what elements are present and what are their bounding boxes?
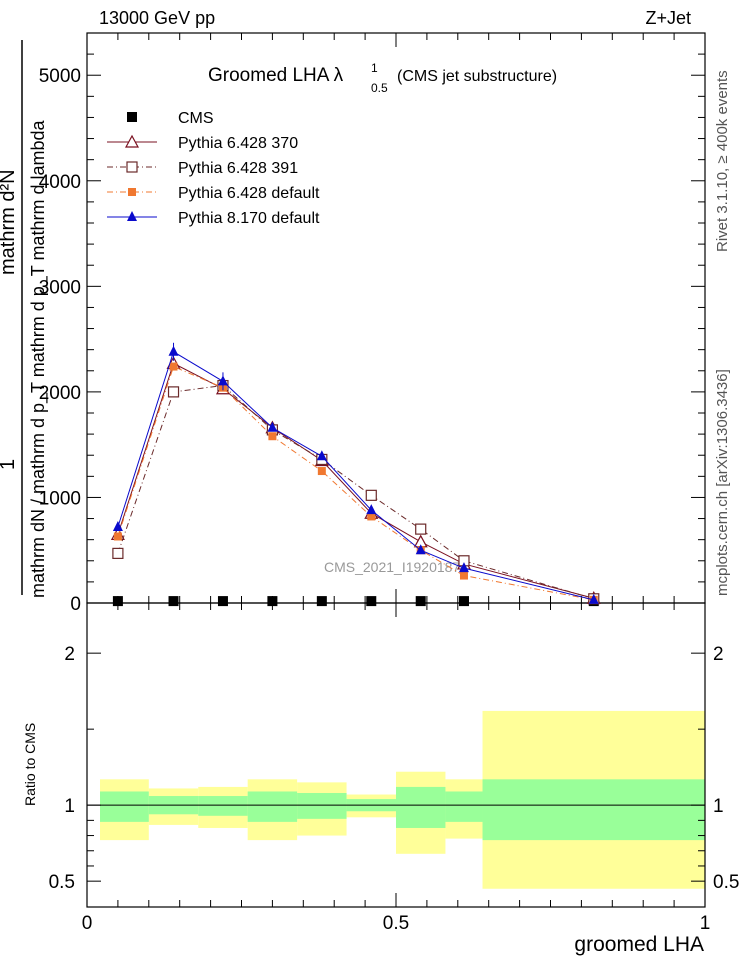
ratio-y-tick-label-left: 2 [64,644,75,665]
ratio-y-tick-label-left: 0.5 [49,872,75,893]
series-2-point [415,523,427,535]
chart-title-suffix: (CMS jet substructure) [397,68,557,85]
ratio-x-tick-label: 1 [700,913,711,934]
main-y-tick-label: 2000 [39,383,81,404]
chart-title-sup: 1 [371,61,378,75]
y-label-second-numerator: mathrm d²N [0,169,19,275]
series-4-point [366,504,377,515]
ratio-x-tick-label: 0.5 [383,913,409,934]
main-y-axis-label: 1 mathrm dN / mathrm d p_T mathrm d p_T m… [0,120,49,598]
main-y-tick-label: 5000 [39,66,81,87]
ratio-y-tick-label-right: 0.5 [713,872,739,893]
series-3-point [113,532,122,541]
series-3-point [367,512,376,521]
series-3-point [317,467,326,476]
series-2-point [365,489,377,501]
series-0-point [112,596,123,607]
ratio-y-tick-label-right: 1 [713,796,724,817]
legend-label-0: CMS [178,110,214,127]
series-line-3 [117,365,594,601]
stat-band-bin-6 [396,786,446,828]
series-3-point [268,432,277,441]
ratio-y-tick-label-right: 2 [713,644,724,665]
series-4-point [415,544,426,555]
stat-band-bin-2 [198,796,248,816]
series-3-point [169,362,178,371]
series-4-point [316,450,327,461]
legend-label-3: Pythia 6.428 default [178,185,320,202]
series-4-point [458,562,469,573]
series-0-point [366,596,377,607]
series-0-point [168,596,179,607]
main-y-tick-label: 1000 [39,488,81,509]
legend-marker-2 [126,161,138,173]
ratio-x-tick-label: 0 [82,913,93,934]
series-0-point [267,596,278,607]
series-0-point [415,596,426,607]
stat-band-bin-0 [100,791,149,822]
rivet-note: Rivet 3.1.10, ≥ 400k events [714,70,731,252]
series-4-point [168,345,179,356]
legend-marker-3 [128,188,136,196]
analysis-id-watermark: CMS_2021_I1920187 [324,559,460,575]
series-0-point [458,596,469,607]
legend-label-4: Pythia 8.170 default [178,210,320,227]
series-0-point [217,596,228,607]
chart-title-sub: 0.5 [371,81,388,95]
legend-marker-1 [124,134,140,148]
series-3-point [459,571,468,580]
legend-marker-4 [127,211,137,221]
chart-title: Groomed LHA λ [208,65,344,86]
stat-band-bin-7 [445,791,483,822]
ratio-y-tick-label-left: 1 [64,796,75,817]
y-label-denominator: mathrm dN / mathrm d p_T mathrm d p_T ma… [28,120,49,598]
series-2-point [112,547,124,559]
legend-label-2: Pythia 6.428 391 [178,160,298,177]
process-label: Z+Jet [645,8,691,28]
stat-band-bin-8 [482,779,705,841]
y-label-numerator: 1 [0,459,19,470]
energy-label: 13000 GeV pp [99,8,216,28]
main-y-tick-label: 3000 [39,277,81,298]
series-4-point [112,521,123,531]
series-4-point [588,593,599,604]
stat-band-bin-4 [297,793,347,819]
series-line-2 [117,385,594,600]
stat-band-bin-3 [247,791,298,822]
main-y-tick-label: 0 [70,594,81,615]
legend-label-1: Pythia 6.428 370 [178,135,298,152]
mcplots-note: mcplots.cern.ch [arXiv:1306.3436] [714,369,731,596]
ratio-axis-label: Ratio to CMS [22,722,38,806]
series-4-point [267,421,278,432]
x-axis-label: groomed LHA [574,933,704,956]
legend-marker-0 [127,112,137,122]
series-0-point [316,596,327,607]
main-y-tick-label: 4000 [39,172,81,193]
series-2-point [167,386,180,398]
series-4-point [217,375,228,386]
